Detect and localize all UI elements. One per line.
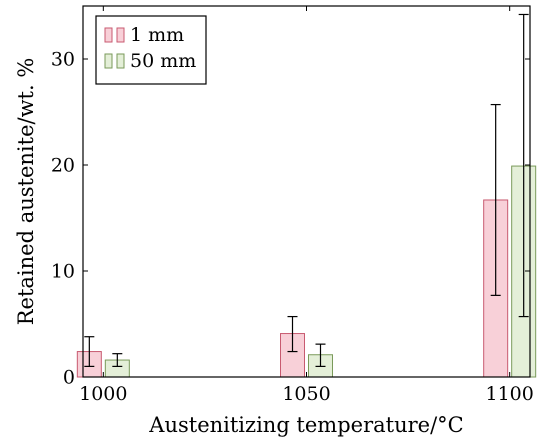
y-tick-label: 30 (51, 49, 75, 71)
legend-box (95, 15, 207, 85)
x-tick-label: 1000 (79, 383, 127, 405)
legend-swatch (104, 53, 113, 69)
legend-swatch (116, 27, 125, 43)
error-bar-50mm-1000 (112, 353, 123, 367)
legend-entry-50mm: 50 mm (104, 50, 196, 72)
y-tick-label: 0 (63, 367, 75, 389)
x-axis-ticks: 1000 1050 1100 (79, 6, 534, 405)
legend-swatch (104, 27, 113, 43)
legend-entry-1mm: 1 mm (104, 24, 184, 46)
error-bar-1mm-1050 (287, 315, 298, 353)
x-axis-label: Austenitizing temperature/°C (148, 413, 463, 437)
legend-swatch (116, 53, 125, 69)
legend: 1 mm 50 mm (95, 15, 207, 85)
error-bar-50mm-1100 (518, 13, 529, 318)
error-bars-group (84, 13, 529, 367)
y-tick-label: 20 (51, 155, 75, 177)
x-tick-label: 1100 (486, 383, 534, 405)
y-axis-ticks: 0 10 20 30 (51, 49, 530, 389)
y-tick-label: 10 (51, 261, 75, 283)
error-bar-1mm-1100 (490, 103, 501, 296)
legend-label-1mm: 1 mm (130, 24, 184, 46)
legend-label-50mm: 50 mm (130, 50, 196, 72)
y-axis-label: Retained austenite/wt. % (14, 58, 38, 326)
x-tick-label: 1050 (282, 383, 330, 405)
error-bar-50mm-1050 (315, 343, 326, 367)
error-bar-1mm-1000 (84, 336, 95, 367)
bars-group (76, 165, 537, 378)
